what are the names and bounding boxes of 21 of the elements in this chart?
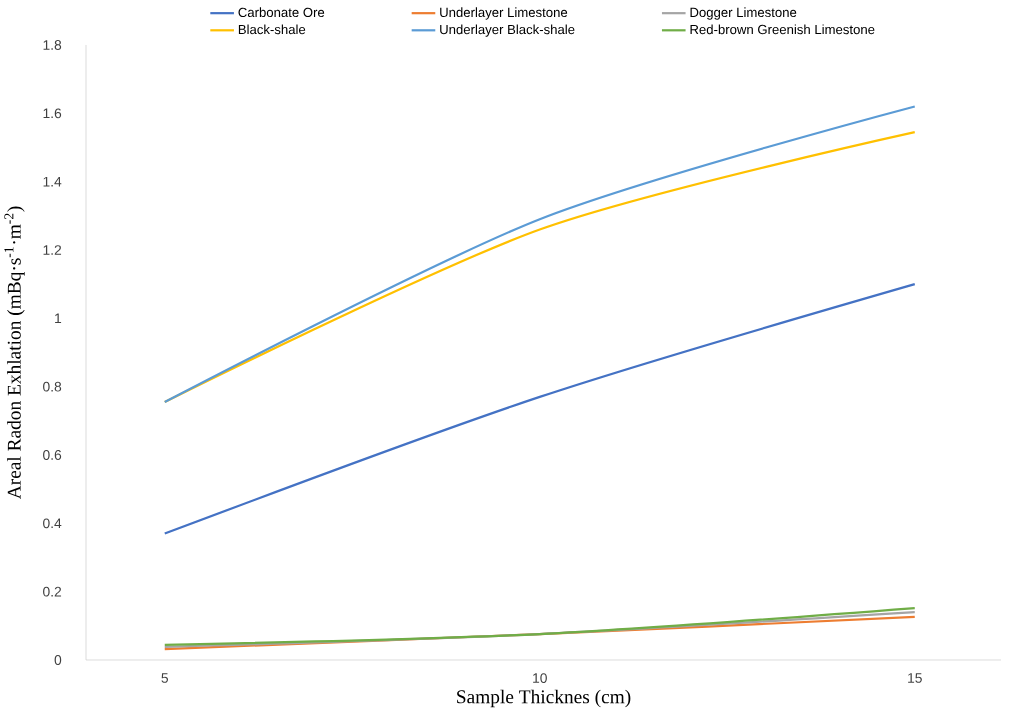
y-tick-label: 0.2	[43, 586, 62, 597]
x-tick-label: 15	[908, 673, 922, 683]
legend-label: Black-shale	[238, 24, 306, 35]
x-tick-label: 10	[533, 673, 547, 683]
x-tick-label: 5	[161, 673, 169, 683]
y-tick-label: 0.6	[43, 450, 62, 460]
y-tick-label: 1.2	[43, 245, 62, 255]
y-tick-label: 1.4	[43, 176, 62, 187]
y-tick-label: 1.6	[43, 108, 62, 119]
legend-label: Underlayer Black-shale	[440, 24, 575, 37]
y-tick-label: 0.8	[43, 381, 62, 392]
y-axis-title: Areal Radon Exhlation (mBq·s$^{-1}$·m$^{-2}$)	[4, 206, 25, 500]
legend-label: Dogger Limestone	[690, 7, 797, 20]
y-tick-label: 0	[54, 655, 62, 665]
y-tick-label: 0.4	[43, 518, 62, 529]
y-tick-label: 1	[55, 313, 62, 324]
x-axis-title: Sample Thicknes (cm)	[457, 689, 631, 708]
legend-label: Underlayer Limestone	[440, 7, 568, 20]
y-tick-label: 1.8	[43, 40, 62, 50]
legend-label: Red-brown Greenish Limestone	[690, 24, 875, 35]
legend-label: Carbonate Ore	[238, 7, 325, 18]
